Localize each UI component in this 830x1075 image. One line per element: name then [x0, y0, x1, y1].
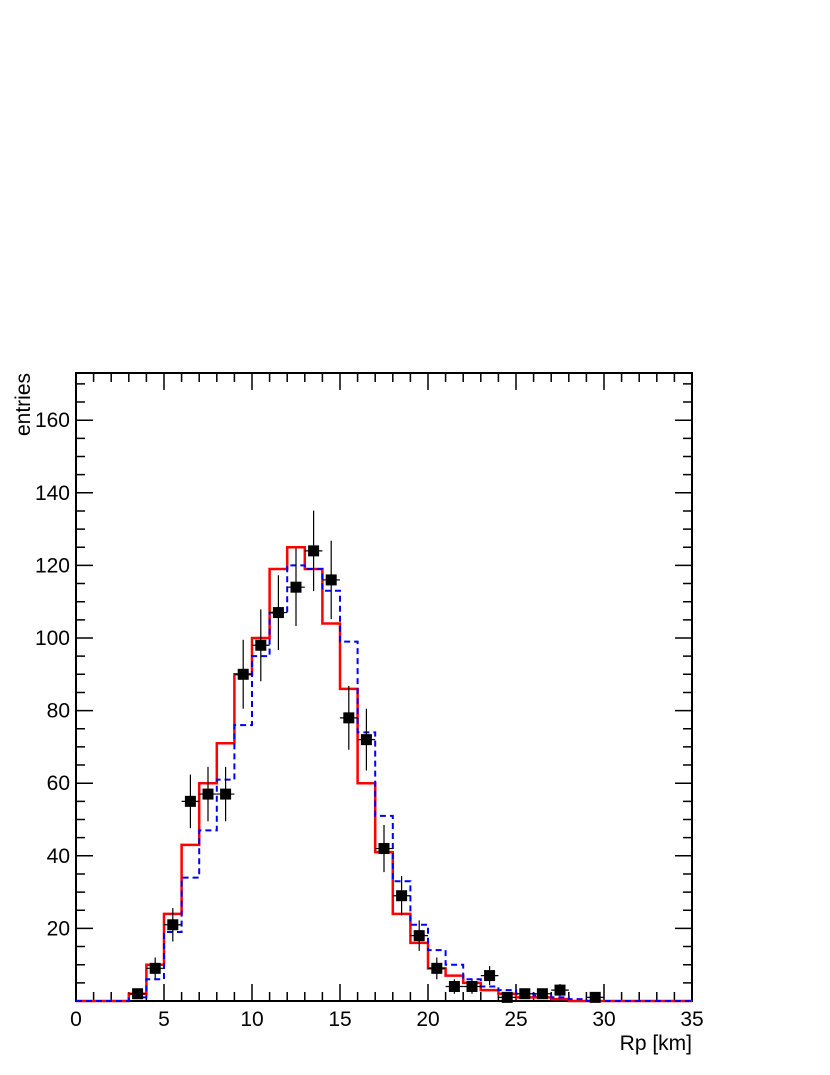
- point-marker: [413, 930, 425, 942]
- data-point: [322, 540, 340, 620]
- point-marker: [501, 991, 513, 1003]
- data-point: [164, 908, 182, 942]
- x-tick-label: 0: [70, 1008, 82, 1031]
- data-point: [392, 876, 411, 916]
- point-marker: [149, 962, 161, 974]
- plot-frame: [75, 372, 693, 1002]
- series-layer: [76, 510, 692, 1003]
- y-tick-label: 40: [47, 845, 70, 868]
- x-ticks: [75, 373, 693, 1001]
- point-marker: [466, 980, 478, 992]
- x-axis-title: Rp [km]: [620, 1032, 692, 1055]
- blue-dashed-histogram: [76, 564, 692, 1002]
- y-ticks: [76, 383, 692, 984]
- data-point: [357, 708, 376, 771]
- y-tick-label: 120: [35, 554, 70, 577]
- y-tick-label: 140: [35, 482, 70, 505]
- data-point: [181, 774, 200, 829]
- data-point: [498, 991, 516, 1003]
- point-marker: [536, 988, 548, 1000]
- point-marker: [589, 991, 601, 1003]
- data-point: [586, 991, 604, 1003]
- data-point: [340, 685, 358, 750]
- data-point: [234, 639, 252, 709]
- x-tick-label: 20: [416, 1008, 439, 1031]
- data-point: [551, 983, 569, 997]
- x-tick-label: 25: [504, 1008, 527, 1031]
- point-marker: [308, 545, 320, 557]
- point-marker: [290, 581, 302, 593]
- point-marker: [202, 788, 214, 800]
- x-tick-label: 10: [240, 1008, 263, 1031]
- x-tick-label: 30: [592, 1008, 615, 1031]
- point-marker: [167, 919, 179, 931]
- data-point: [216, 766, 235, 822]
- point-marker: [132, 988, 144, 1000]
- data-point: [428, 957, 446, 980]
- x-tick-label: 5: [158, 1008, 170, 1031]
- point-marker: [360, 734, 372, 746]
- y-tick-label: 80: [47, 700, 70, 723]
- y-tick-label: 160: [35, 409, 70, 432]
- point-marker: [255, 639, 267, 651]
- data-point: [445, 979, 464, 994]
- y-tick-labels: 20 40 60 80 100 120 140 160: [35, 409, 70, 940]
- x-tick-label: 35: [680, 1008, 703, 1031]
- data-point: [269, 575, 288, 650]
- x-tick-label: 15: [328, 1008, 351, 1031]
- data-point: [375, 824, 393, 873]
- data-point: [146, 957, 164, 980]
- point-marker: [554, 984, 566, 996]
- point-marker: [220, 788, 232, 800]
- data-point: [516, 988, 534, 1000]
- point-marker: [484, 970, 496, 982]
- point-marker: [325, 574, 337, 586]
- point-marker: [431, 962, 443, 974]
- data-point: [199, 766, 217, 822]
- data-point: [463, 979, 481, 994]
- data-point: [304, 510, 323, 592]
- point-marker: [519, 988, 531, 1000]
- point-marker: [448, 980, 460, 992]
- data-point: [533, 988, 552, 1000]
- y-tick-label: 60: [47, 772, 70, 795]
- point-marker: [184, 795, 196, 807]
- point-marker: [378, 843, 390, 855]
- data-point: [287, 548, 305, 627]
- point-marker: [343, 712, 355, 724]
- data-point: [480, 966, 499, 986]
- point-marker: [272, 607, 284, 619]
- point-marker: [237, 668, 249, 680]
- x-tick-labels: 0 5 10 15 20 25 30 35: [70, 1008, 704, 1031]
- data-point: [410, 920, 428, 951]
- y-tick-label: 100: [35, 627, 70, 650]
- point-marker: [396, 890, 408, 902]
- y-tick-label: 20: [47, 917, 70, 940]
- y-axis-title: entries: [12, 373, 35, 436]
- data-point: [128, 988, 147, 1000]
- data-point: [252, 609, 270, 682]
